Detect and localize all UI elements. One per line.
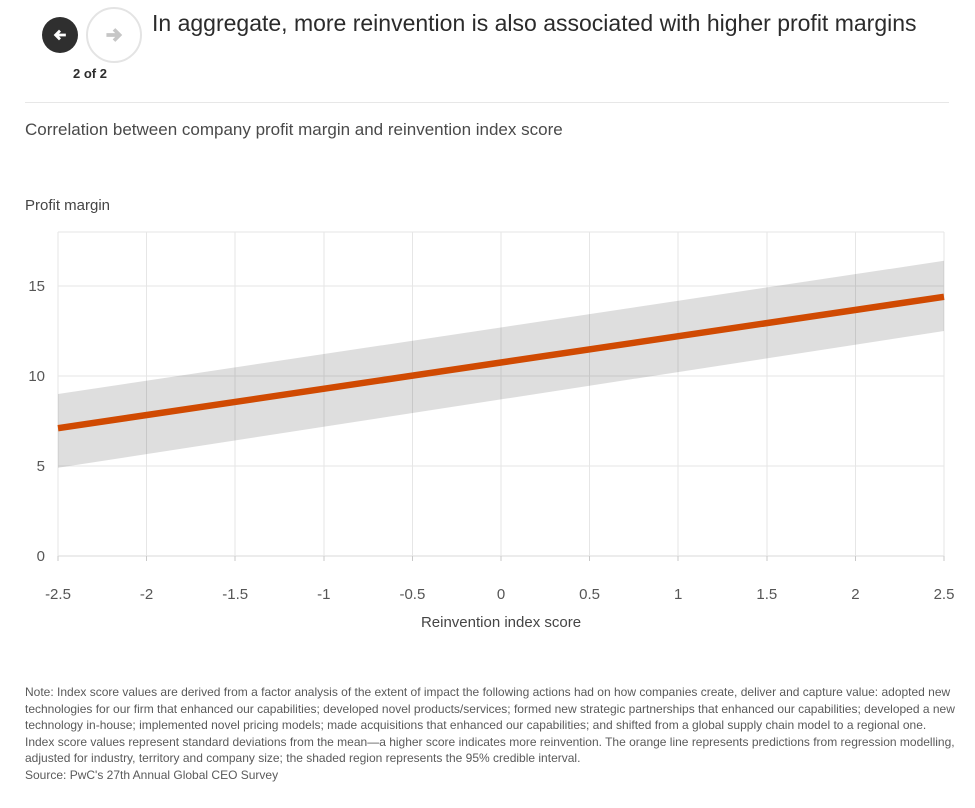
x-tick-label: 2.5 [934,586,955,603]
pagination-label: 2 of 2 [73,66,107,81]
page-title: In aggregate, more reinvention is also a… [152,10,917,36]
arrow-left-icon [53,29,66,41]
arrow-right-icon [106,28,123,42]
x-tick-label: 1 [674,586,682,603]
x-tick-label: -1.5 [222,586,248,603]
y-axis-title: Profit margin [25,197,111,214]
x-tick-label: 1.5 [756,586,777,603]
next-button[interactable] [86,7,142,63]
x-tick-label: 0 [497,586,505,603]
source-text: Source: PwC's 27th Annual Global CEO Sur… [25,767,279,782]
divider [25,102,949,103]
x-axis-title: Reinvention index score [420,614,582,631]
previous-button[interactable] [42,17,78,53]
x-tick-label: -2 [140,586,153,603]
footnote: Note: Index score values are derived fro… [25,684,955,783]
chart-title: Correlation between company profit margi… [25,120,563,139]
x-tick-label: -1 [317,586,330,603]
x-tick-label: -0.5 [399,586,425,603]
note-text: Note: Index score values are derived fro… [25,685,955,765]
x-tick-label: 2 [851,586,859,603]
chart-svg[interactable]: 0 5 10 15 -2.5 -2 -1.5 -1 -0.5 0 0.5 1 1.5 2 2.5 [0,0,975,660]
y-tick-label: 15 [28,278,45,295]
x-tick-label: -2.5 [45,586,71,603]
y-tick-label: 10 [28,368,45,385]
regression-line [57,293,945,432]
y-tick-label: 5 [37,458,45,475]
y-tick-label: 0 [37,548,45,565]
x-tick-label: 0.5 [579,586,600,603]
